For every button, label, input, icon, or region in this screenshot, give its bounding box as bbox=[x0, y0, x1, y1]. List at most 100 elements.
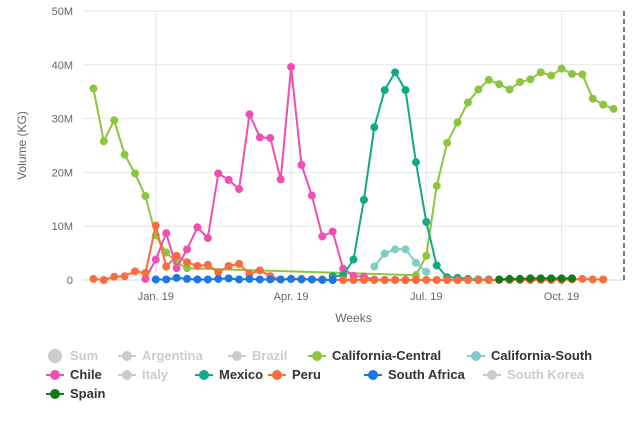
data-point-chile bbox=[224, 175, 233, 184]
data-point-california-central bbox=[505, 85, 514, 94]
data-point-peru bbox=[349, 276, 358, 284]
legend-item-sum[interactable]: Sum bbox=[46, 348, 98, 363]
data-point-peru bbox=[141, 269, 150, 278]
data-point-california-central bbox=[162, 248, 171, 257]
data-point-california-central bbox=[547, 71, 556, 80]
data-point-mexico bbox=[380, 86, 389, 95]
data-point-south-africa bbox=[297, 275, 306, 284]
y-tick-label: 0 bbox=[67, 275, 73, 287]
data-point-chile bbox=[287, 62, 296, 71]
data-point-south-africa bbox=[266, 275, 275, 284]
data-point-peru bbox=[214, 268, 223, 277]
data-point-peru bbox=[99, 276, 108, 284]
legend-label: South Africa bbox=[388, 367, 465, 382]
data-point-peru bbox=[203, 260, 212, 269]
legend-item-brazil[interactable]: Brazil bbox=[228, 348, 287, 363]
x-tick-label: Jan. 19 bbox=[138, 291, 174, 303]
legend-item-mexico[interactable]: Mexico bbox=[195, 367, 263, 382]
legend-symbol-icon bbox=[46, 348, 64, 363]
data-point-chile bbox=[276, 175, 285, 184]
data-point-spain bbox=[526, 274, 535, 283]
legend-item-south-africa[interactable]: South Africa bbox=[364, 367, 465, 382]
data-point-california-central bbox=[526, 75, 535, 84]
data-point-chile bbox=[193, 223, 202, 232]
data-point-california-central bbox=[536, 68, 545, 77]
data-point-mexico bbox=[401, 86, 410, 95]
data-point-california-central bbox=[110, 116, 119, 125]
series-line-mexico bbox=[332, 71, 489, 281]
data-point-california-central bbox=[463, 98, 472, 107]
legend-item-california-central[interactable]: California-Central bbox=[308, 348, 441, 363]
legend-label: Italy bbox=[142, 367, 169, 382]
data-point-spain bbox=[547, 274, 556, 283]
legend-symbol-icon bbox=[308, 350, 326, 362]
data-point-peru bbox=[391, 276, 400, 284]
data-point-peru bbox=[120, 272, 129, 281]
data-point-peru bbox=[235, 259, 244, 268]
data-point-california-central bbox=[484, 75, 493, 84]
data-point-south-africa bbox=[151, 275, 160, 284]
legend-label: Argentina bbox=[142, 348, 203, 363]
legend-label: California-Central bbox=[332, 348, 442, 363]
data-point-chile bbox=[245, 110, 254, 119]
data-point-peru bbox=[599, 275, 608, 284]
data-point-mexico bbox=[370, 123, 379, 132]
data-point-peru bbox=[484, 276, 493, 284]
data-point-california-central bbox=[422, 251, 431, 260]
legend-label: Chile bbox=[70, 367, 102, 382]
data-point-california-central bbox=[443, 138, 452, 147]
data-point-california-central bbox=[141, 192, 150, 201]
data-point-california-central bbox=[453, 118, 462, 127]
data-point-california-central bbox=[578, 70, 587, 79]
data-point-california-central bbox=[131, 169, 140, 178]
legend-symbol-icon bbox=[118, 369, 136, 381]
legend-symbol-icon bbox=[46, 369, 64, 381]
data-point-california-central bbox=[588, 94, 597, 103]
legend-item-peru[interactable]: Peru bbox=[268, 367, 321, 382]
data-point-chile bbox=[328, 227, 337, 236]
legend-item-south-korea[interactable]: South Korea bbox=[483, 367, 584, 382]
data-point-chile bbox=[307, 191, 316, 200]
data-point-california-central bbox=[474, 85, 483, 94]
legend-symbol-icon bbox=[118, 350, 136, 362]
data-point-south-africa bbox=[328, 276, 337, 284]
legend-symbol-icon bbox=[268, 369, 286, 381]
data-point-spain bbox=[536, 274, 545, 283]
y-tick-label: 30M bbox=[52, 114, 73, 126]
legend-symbol-icon bbox=[195, 369, 213, 381]
data-point-spain bbox=[505, 274, 514, 283]
data-point-south-africa bbox=[318, 276, 327, 284]
legend-item-spain[interactable]: Spain bbox=[46, 386, 105, 401]
x-tick-label: Apr. 19 bbox=[274, 291, 309, 303]
data-point-california-central bbox=[515, 78, 524, 87]
legend-symbol-icon bbox=[364, 369, 382, 381]
legend-symbol-icon bbox=[467, 350, 485, 362]
data-point-california-central bbox=[609, 104, 618, 113]
data-point-peru bbox=[255, 266, 264, 275]
data-point-south-africa bbox=[193, 275, 202, 284]
legend-symbol-icon bbox=[46, 388, 64, 400]
legend-item-california-south[interactable]: California-South bbox=[467, 348, 592, 363]
legend-item-chile[interactable]: Chile bbox=[46, 367, 102, 382]
data-point-peru bbox=[339, 276, 348, 284]
data-point-california-central bbox=[183, 264, 192, 273]
data-point-chile bbox=[297, 160, 306, 169]
data-point-peru bbox=[172, 251, 181, 260]
data-point-peru bbox=[162, 262, 171, 271]
data-point-peru bbox=[224, 262, 233, 271]
x-axis-title: Weeks bbox=[335, 311, 371, 325]
data-point-chile bbox=[203, 234, 212, 243]
data-point-spain bbox=[515, 274, 524, 283]
data-point-california-south bbox=[422, 267, 431, 276]
data-point-chile bbox=[318, 232, 327, 241]
y-tick-label: 40M bbox=[52, 60, 73, 72]
data-point-chile bbox=[141, 274, 150, 283]
data-point-south-africa bbox=[245, 274, 254, 283]
legend-item-italy[interactable]: Italy bbox=[118, 367, 168, 382]
data-point-mexico bbox=[391, 68, 400, 77]
data-point-south-africa bbox=[162, 275, 171, 284]
data-point-chile bbox=[151, 255, 160, 264]
data-point-peru bbox=[193, 262, 202, 271]
legend-item-argentina[interactable]: Argentina bbox=[118, 348, 203, 363]
data-point-peru bbox=[370, 276, 379, 284]
